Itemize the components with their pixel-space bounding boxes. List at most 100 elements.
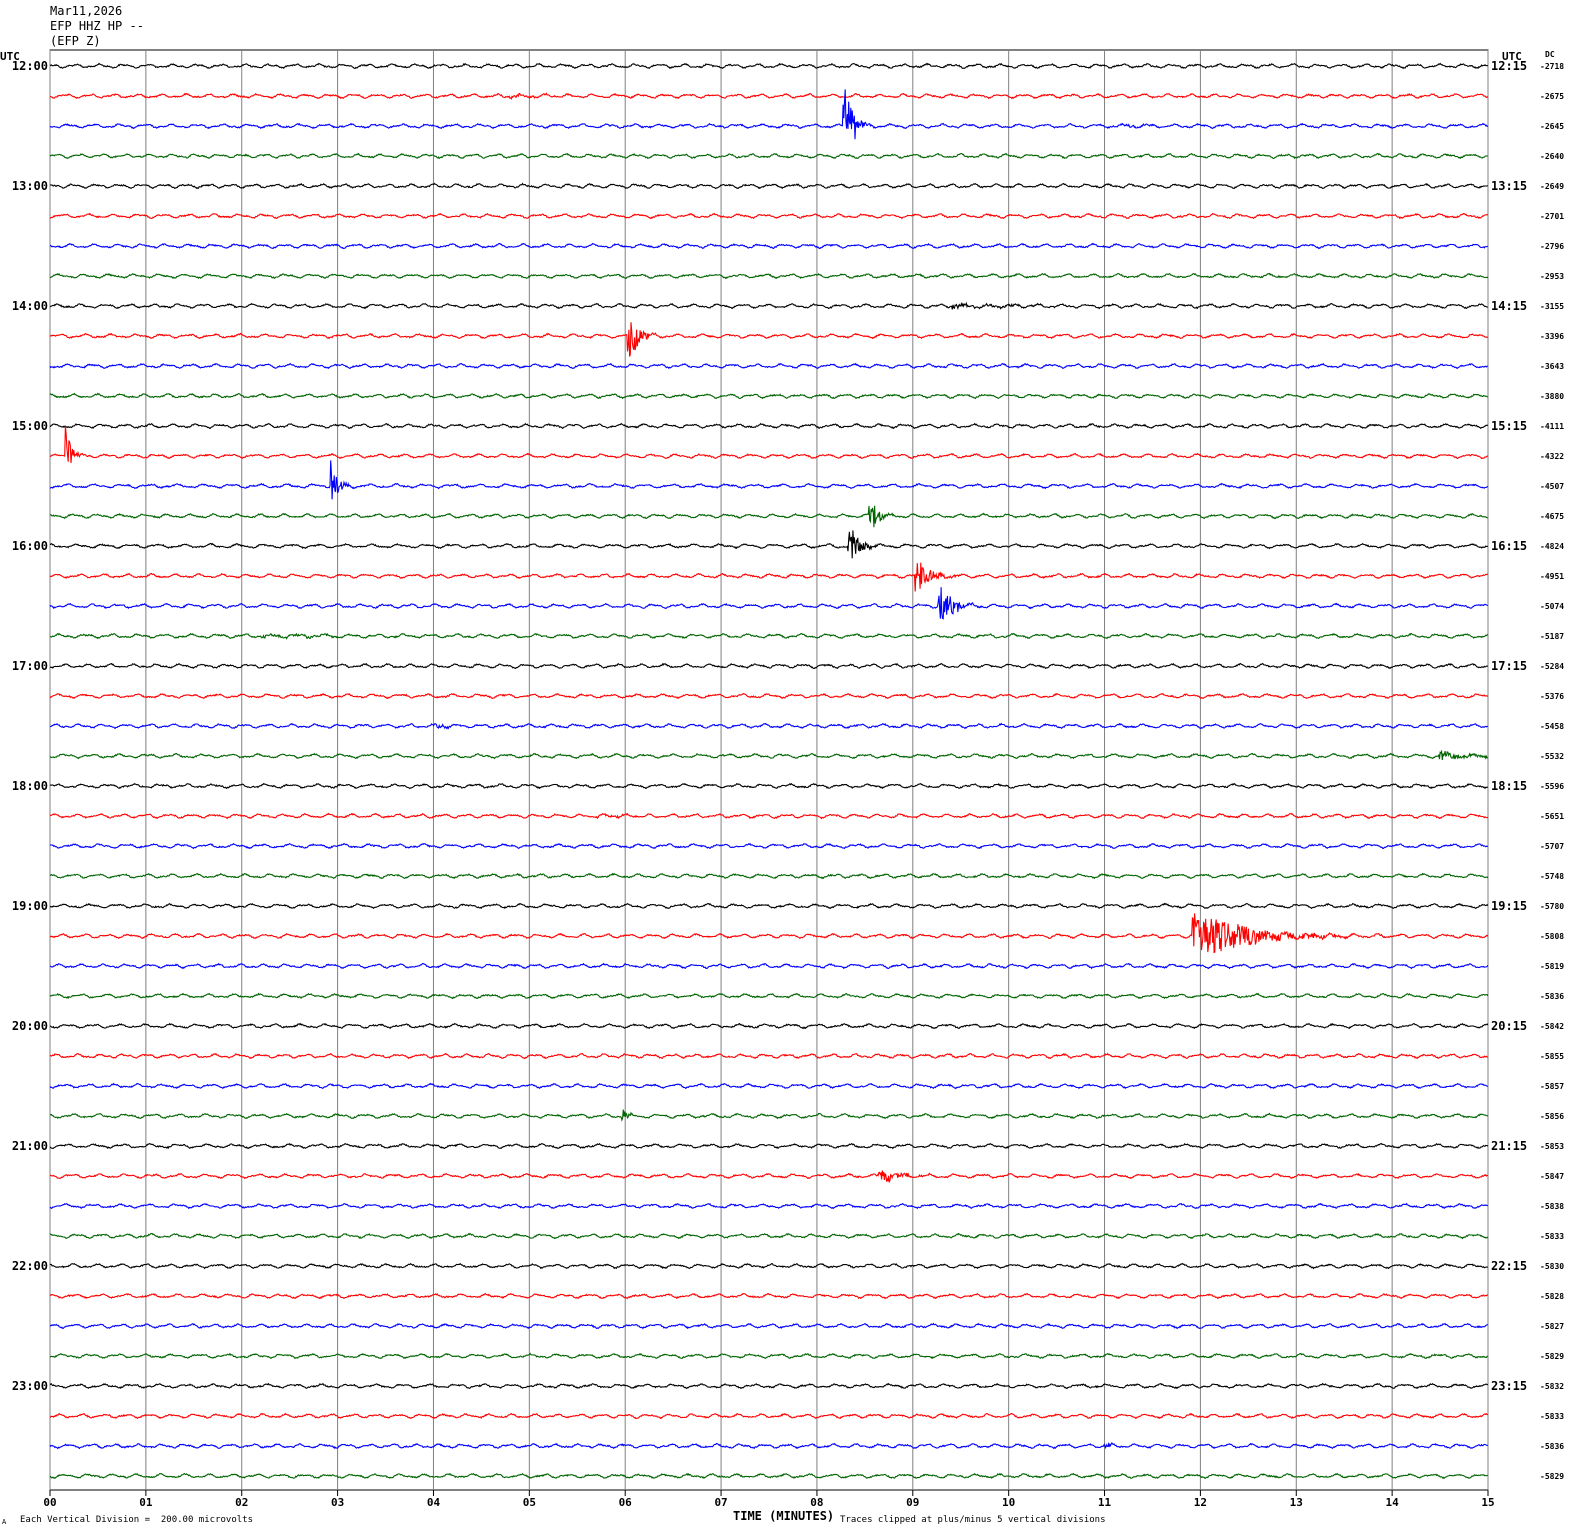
seismic-traces	[49, 62, 1489, 1480]
seismic-trace-row	[49, 1202, 1488, 1210]
dc-offset-label: -2640	[1540, 152, 1564, 161]
seismic-trace-row	[49, 362, 1488, 370]
hour-label-left: 21:00	[12, 1139, 48, 1153]
hour-label-right: 20:15	[1491, 1019, 1527, 1033]
seismic-trace-row	[49, 692, 1489, 700]
seismic-trace-row	[49, 530, 1489, 559]
seismic-trace-row	[50, 1232, 1489, 1240]
seismic-trace-row	[50, 1322, 1489, 1330]
header-channel: (EFP Z)	[50, 34, 101, 48]
hour-label-right: 18:15	[1491, 779, 1527, 793]
dc-offset-label: -5857	[1540, 1082, 1564, 1091]
hour-label-left: 18:00	[12, 779, 48, 793]
plot-frame	[49, 49, 1489, 1491]
seismic-trace-row	[49, 89, 1489, 140]
hour-label-left: 12:00	[12, 59, 48, 73]
x-tick-label: 12	[1194, 1496, 1207, 1509]
seismic-trace-row	[49, 632, 1489, 640]
hour-label-right: 22:15	[1491, 1259, 1527, 1273]
hour-label-right: 23:15	[1491, 1379, 1527, 1393]
dc-offset-label: -4675	[1540, 512, 1564, 521]
hour-label-right: 21:15	[1491, 1139, 1527, 1153]
seismic-trace-row	[49, 426, 1488, 464]
seismic-trace-row	[49, 562, 1489, 592]
dc-offset-label: -5828	[1540, 1292, 1564, 1301]
hour-label-right: 15:15	[1491, 419, 1527, 433]
dc-offset-label: -5853	[1540, 1142, 1564, 1151]
x-tick-label: 07	[714, 1496, 727, 1509]
dc-offset-label: -5833	[1540, 1232, 1564, 1241]
dc-offset-label: -3643	[1540, 362, 1564, 371]
seismic-trace-row	[49, 212, 1489, 220]
dc-offset-label: -5748	[1540, 872, 1564, 881]
dc-offset-label: -5847	[1540, 1172, 1564, 1181]
hour-label-left: 22:00	[12, 1259, 48, 1273]
dc-offset-label: -5836	[1540, 992, 1564, 1001]
seismic-trace-row	[49, 812, 1489, 820]
dc-offset-label: -5532	[1540, 752, 1564, 761]
x-tick-label: 15	[1481, 1496, 1494, 1509]
seismic-trace-row	[49, 1082, 1489, 1090]
dc-offset-label: -2701	[1540, 212, 1564, 221]
seismic-trace-row	[49, 662, 1488, 670]
dc-offset-label: -3396	[1540, 332, 1564, 341]
seismic-trace-row	[49, 749, 1489, 761]
dc-offset-label: -2649	[1540, 182, 1564, 191]
hour-label-left: 15:00	[12, 419, 48, 433]
seismic-trace-row	[49, 322, 1489, 357]
dc-offset-label: -5836	[1540, 1442, 1564, 1451]
x-tick-label: 14	[1386, 1496, 1400, 1509]
seismic-trace-row	[49, 1170, 1489, 1184]
dc-offset-label: -4507	[1540, 482, 1564, 491]
seismic-trace-row	[49, 1412, 1489, 1420]
hour-label-left: 13:00	[12, 179, 48, 193]
dc-offset-label: -2645	[1540, 122, 1564, 131]
dc-offset-label: -5187	[1540, 632, 1564, 641]
seismic-trace-row	[49, 182, 1488, 190]
x-tick-label: 00	[43, 1496, 56, 1509]
x-tick-label: 13	[1290, 1496, 1303, 1509]
seismic-trace-row	[49, 62, 1489, 70]
utc-label-right: UTC	[1502, 50, 1522, 63]
seismic-trace-row	[49, 782, 1488, 790]
dc-offset-label: -3155	[1540, 302, 1564, 311]
dc-offset-label: -4322	[1540, 452, 1564, 461]
seismic-trace-row	[49, 505, 1488, 528]
dc-offset-label: -5832	[1540, 1382, 1564, 1391]
dc-offset-label: -5842	[1540, 1022, 1564, 1031]
seismic-trace-row	[50, 92, 1489, 100]
hour-label-left: 20:00	[12, 1019, 48, 1033]
dc-offset-label: -5855	[1540, 1052, 1564, 1061]
seismic-trace-row	[49, 1472, 1488, 1480]
hour-label-right: 14:15	[1491, 299, 1527, 313]
dc-offset-label: -5829	[1540, 1472, 1564, 1481]
header-date: Mar11,2026	[50, 4, 123, 18]
seismic-trace-row	[49, 422, 1489, 430]
dc-offset-label: -5856	[1540, 1112, 1564, 1121]
dc-offset-label: -4111	[1540, 422, 1564, 431]
seismic-trace-row	[49, 722, 1488, 730]
dc-offset-label: -2796	[1540, 242, 1564, 251]
hour-label-left: 16:00	[12, 539, 48, 553]
dc-offset-label: -5780	[1540, 902, 1564, 911]
x-tick-label: 02	[235, 1496, 248, 1509]
seismic-trace-row	[49, 392, 1489, 400]
dc-offset-label: -2718	[1540, 62, 1564, 71]
row-labels: -2718 12:00 12:15 -2675 -2645 -2640 -2649 13:00…	[12, 59, 1564, 1481]
dc-offset-label: -5651	[1540, 812, 1564, 821]
dc-offset-label: -5707	[1540, 842, 1564, 851]
dc-label: DC	[1545, 50, 1555, 59]
x-tick-label: 08	[810, 1496, 823, 1509]
seismic-trace-row	[49, 1292, 1489, 1300]
dc-offset-label: -5376	[1540, 692, 1564, 701]
hour-label-left: 23:00	[12, 1379, 48, 1393]
dc-offset-label: -5284	[1540, 662, 1564, 671]
seismic-trace-row	[49, 1441, 1488, 1450]
dc-offset-label: -2675	[1540, 92, 1564, 101]
dc-offset-label: -5074	[1540, 602, 1564, 611]
seismic-trace-row	[49, 902, 1489, 910]
x-axis-title: TIME (MINUTES)	[733, 1509, 835, 1523]
header-station: EFP HHZ HP --	[50, 19, 144, 33]
dc-offset-label: -5833	[1540, 1412, 1564, 1421]
